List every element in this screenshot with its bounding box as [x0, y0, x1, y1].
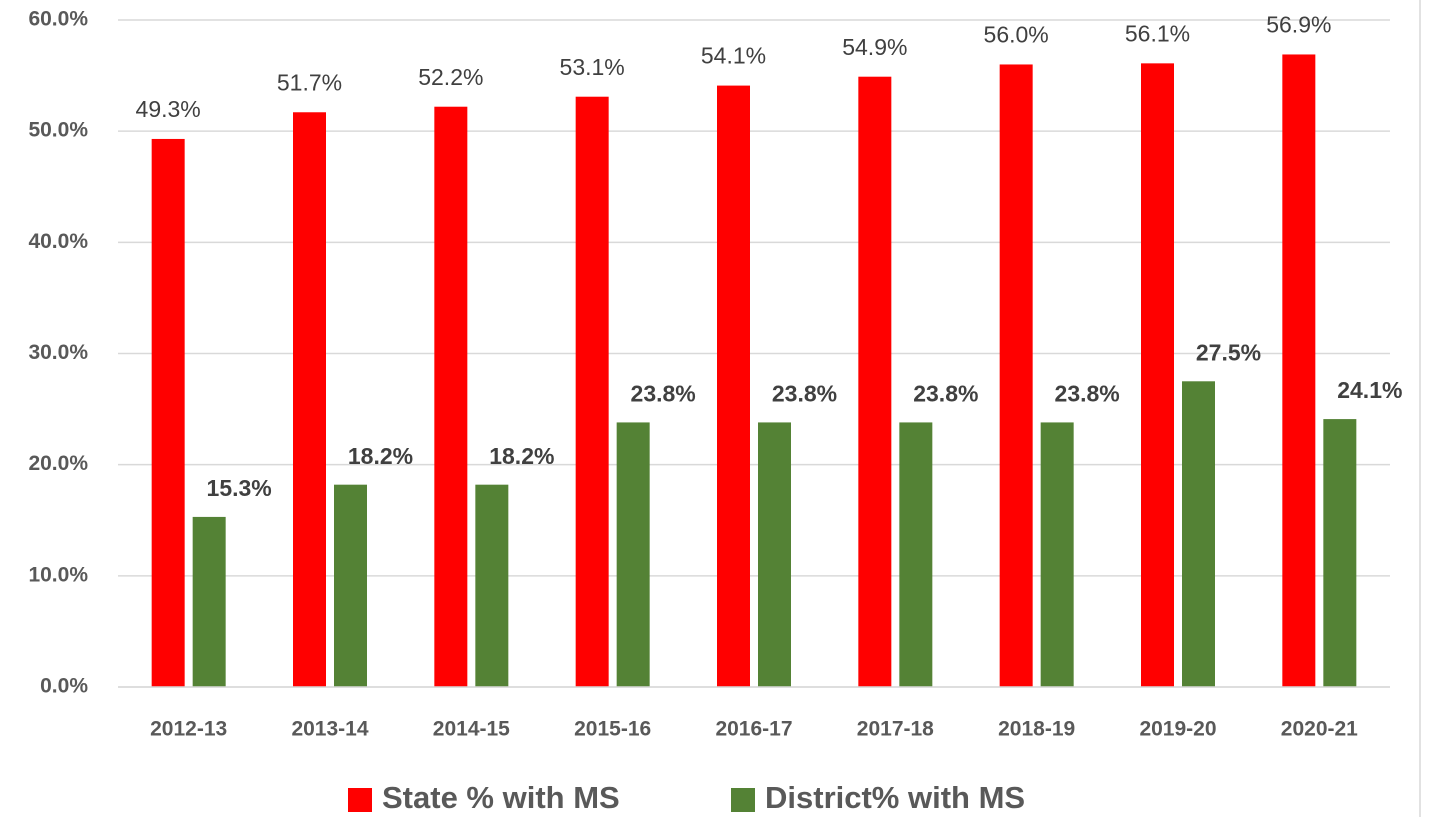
bar — [899, 422, 933, 687]
legend-label: District% with MS — [765, 780, 1025, 815]
bar — [717, 85, 750, 688]
x-tick-label: 2020-21 — [1281, 718, 1358, 741]
data-label: 54.9% — [842, 34, 907, 60]
bar — [1323, 419, 1357, 687]
bar — [1282, 54, 1316, 687]
bar — [293, 112, 326, 688]
bar — [475, 484, 509, 687]
data-label: 27.5% — [1196, 339, 1261, 365]
data-label: 23.8% — [631, 381, 696, 407]
y-tick-label: 60.0% — [28, 8, 88, 31]
data-label: 53.1% — [560, 54, 625, 80]
bar — [616, 422, 650, 687]
data-label: 15.3% — [207, 475, 272, 501]
bar — [151, 138, 185, 687]
data-label: 23.8% — [1055, 381, 1120, 407]
y-tick-label: 40.0% — [28, 230, 88, 253]
data-label: 23.8% — [913, 381, 978, 407]
data-label: 18.2% — [489, 443, 554, 469]
legend-swatch — [348, 788, 372, 812]
legend-label: State % with MS — [382, 780, 620, 815]
data-label: 56.1% — [1125, 20, 1190, 46]
x-tick-label: 2013-14 — [291, 718, 368, 741]
x-tick-label: 2014-15 — [433, 718, 510, 741]
bar — [1040, 422, 1074, 687]
legend-swatch — [731, 788, 755, 812]
y-tick-label: 50.0% — [28, 119, 88, 142]
data-label: 56.9% — [1266, 12, 1331, 38]
data-label: 51.7% — [277, 69, 342, 95]
x-tick-label: 2019-20 — [1139, 718, 1216, 741]
bar — [999, 64, 1033, 687]
data-label: 56.0% — [984, 22, 1049, 48]
x-tick-label: 2017-18 — [857, 718, 934, 741]
data-label: 18.2% — [348, 443, 413, 469]
bar — [334, 484, 367, 687]
data-label: 24.1% — [1337, 377, 1402, 403]
y-tick-label: 0.0% — [40, 675, 88, 698]
bar — [1182, 381, 1215, 687]
x-tick-label: 2015-16 — [574, 718, 651, 741]
bar — [192, 516, 226, 687]
y-tick-label: 10.0% — [28, 563, 88, 586]
bar — [434, 106, 468, 687]
bar — [758, 422, 791, 687]
x-tick-label: 2016-17 — [715, 718, 792, 741]
bar — [575, 96, 609, 687]
data-label: 52.2% — [418, 64, 483, 90]
bar — [1141, 63, 1174, 688]
x-tick-label: 2018-19 — [998, 718, 1075, 741]
data-label: 54.1% — [701, 43, 766, 69]
x-tick-label: 2012-13 — [150, 718, 227, 741]
y-tick-label: 30.0% — [28, 341, 88, 364]
bar — [858, 76, 892, 687]
y-tick-label: 20.0% — [28, 452, 88, 475]
data-label: 23.8% — [772, 381, 837, 407]
data-label: 49.3% — [136, 96, 201, 122]
